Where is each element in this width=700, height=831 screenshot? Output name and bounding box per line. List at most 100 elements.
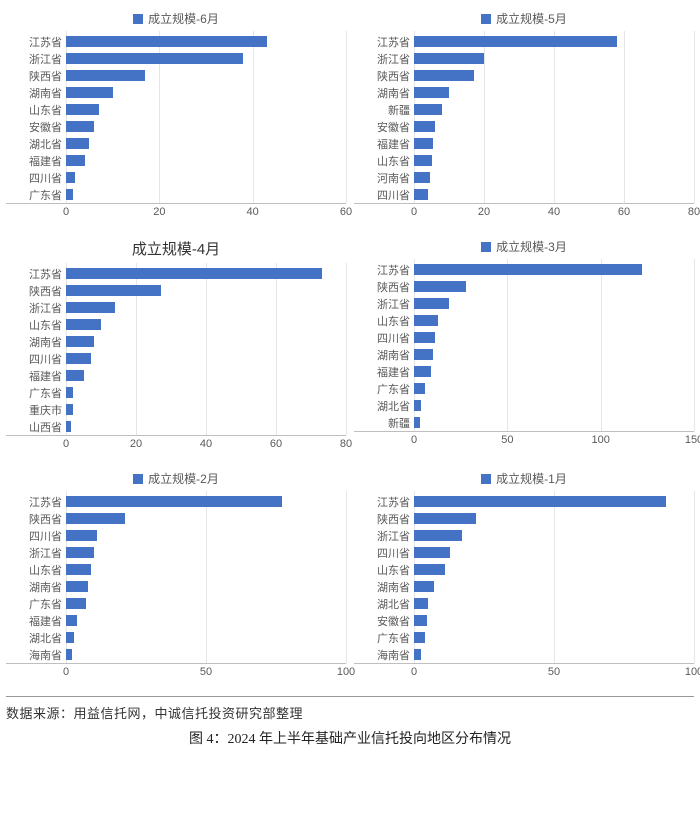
- chart-legend: 成立规模-3月: [354, 238, 694, 255]
- bar-row: 山东省: [6, 316, 346, 333]
- bar-fill: [66, 547, 94, 558]
- bar-track: [66, 404, 346, 415]
- category-label: 海南省: [6, 647, 66, 663]
- tick-label: 50: [200, 666, 212, 678]
- bar-track: [414, 138, 694, 149]
- category-label: 福建省: [6, 613, 66, 629]
- bar-track: [414, 564, 694, 575]
- bar-row: 江苏省: [6, 493, 346, 510]
- bar-row: 新疆: [354, 101, 694, 118]
- category-label: 四川省: [354, 545, 414, 561]
- category-label: 福建省: [6, 368, 66, 384]
- bar-track: [414, 598, 694, 609]
- bar-track: [66, 285, 346, 296]
- bar-track: [66, 336, 346, 347]
- bar-fill: [414, 383, 425, 394]
- bar-fill: [414, 366, 431, 377]
- bar-fill: [414, 598, 428, 609]
- axis-ticks: 050100: [66, 666, 346, 680]
- bar-track: [414, 400, 694, 411]
- category-label: 重庆市: [6, 402, 66, 418]
- x-axis: 050100: [354, 666, 694, 680]
- bar-row: 山东省: [6, 101, 346, 118]
- legend-label: 成立规模-2月: [148, 470, 219, 487]
- plot-area: 江苏省陕西省浙江省四川省山东省湖南省湖北省安徽省广东省海南省: [354, 491, 694, 664]
- bar-row: 陕西省: [6, 510, 346, 527]
- tick-label: 150: [685, 434, 700, 446]
- bar-track: [414, 417, 694, 428]
- bar-track: [66, 564, 346, 575]
- bar-track: [414, 189, 694, 200]
- bar-fill: [66, 104, 99, 115]
- bar-fill: [414, 349, 433, 360]
- tick-label: 0: [411, 206, 417, 218]
- category-label: 安徽省: [354, 613, 414, 629]
- bar-track: [414, 121, 694, 132]
- category-label: 新疆: [354, 102, 414, 118]
- category-label: 湖北省: [354, 398, 414, 414]
- bar-track: [414, 496, 694, 507]
- bar-track: [66, 513, 346, 524]
- chart-1: 成立规模-5月江苏省浙江省陕西省湖南省新疆安徽省福建省山东省河南省四川省0204…: [354, 10, 694, 220]
- bar-row: 重庆市: [6, 401, 346, 418]
- bar-row: 江苏省: [6, 265, 346, 282]
- bar-track: [66, 104, 346, 115]
- bar-track: [414, 104, 694, 115]
- bar-row: 湖南省: [6, 333, 346, 350]
- bar-row: 湖北省: [6, 629, 346, 646]
- bar-fill: [414, 281, 466, 292]
- gridline: [346, 263, 347, 435]
- legend-label: 成立规模-5月: [496, 10, 567, 27]
- category-label: 湖南省: [6, 85, 66, 101]
- bar-track: [414, 281, 694, 292]
- legend-label: 成立规模-6月: [148, 10, 219, 27]
- category-label: 湖南省: [354, 347, 414, 363]
- category-label: 浙江省: [6, 300, 66, 316]
- gridline: [694, 491, 695, 663]
- bar-row: 浙江省: [354, 295, 694, 312]
- tick-label: 0: [411, 434, 417, 446]
- bar-row: 陕西省: [354, 278, 694, 295]
- category-label: 四川省: [6, 351, 66, 367]
- plot-area: 江苏省浙江省陕西省湖南省新疆安徽省福建省山东省河南省四川省: [354, 31, 694, 204]
- bar-row: 陕西省: [354, 67, 694, 84]
- bar-track: [66, 387, 346, 398]
- x-axis: 050100150: [354, 434, 694, 448]
- bar-fill: [66, 598, 86, 609]
- bar-fill: [66, 138, 89, 149]
- bar-track: [414, 366, 694, 377]
- bar-row: 海南省: [6, 646, 346, 663]
- chart-legend: 成立规模-5月: [354, 10, 694, 27]
- bar-track: [66, 421, 346, 432]
- bar-row: 陕西省: [6, 282, 346, 299]
- plot-area: 江苏省陕西省浙江省山东省湖南省四川省福建省广东省重庆市山西省: [6, 263, 346, 436]
- bar-row: 江苏省: [354, 493, 694, 510]
- bar-track: [66, 87, 346, 98]
- bar-fill: [414, 36, 617, 47]
- bar-row: 山东省: [354, 312, 694, 329]
- category-label: 广东省: [6, 187, 66, 203]
- data-source: 数据来源：用益信托网，中诚信托投资研究部整理: [6, 703, 694, 722]
- category-label: 陕西省: [354, 511, 414, 527]
- bar-fill: [414, 513, 476, 524]
- bar-fill: [414, 298, 449, 309]
- bar-fill: [66, 649, 72, 660]
- bar-fill: [66, 53, 243, 64]
- tick-label: 60: [340, 206, 352, 218]
- category-label: 陕西省: [6, 511, 66, 527]
- bar-track: [414, 349, 694, 360]
- category-label: 江苏省: [354, 494, 414, 510]
- bar-row: 湖南省: [354, 346, 694, 363]
- tick-label: 100: [337, 666, 355, 678]
- category-label: 浙江省: [6, 51, 66, 67]
- bar-track: [66, 530, 346, 541]
- chart-4: 成立规模-2月江苏省陕西省四川省浙江省山东省湖南省广东省福建省湖北省海南省050…: [6, 470, 346, 680]
- tick-label: 80: [688, 206, 700, 218]
- axis-spacer: [354, 666, 414, 680]
- legend-swatch: [481, 474, 491, 484]
- bar-row: 四川省: [6, 527, 346, 544]
- bar-track: [414, 332, 694, 343]
- bar-track: [66, 496, 346, 507]
- bar-fill: [414, 332, 435, 343]
- bar-fill: [414, 70, 474, 81]
